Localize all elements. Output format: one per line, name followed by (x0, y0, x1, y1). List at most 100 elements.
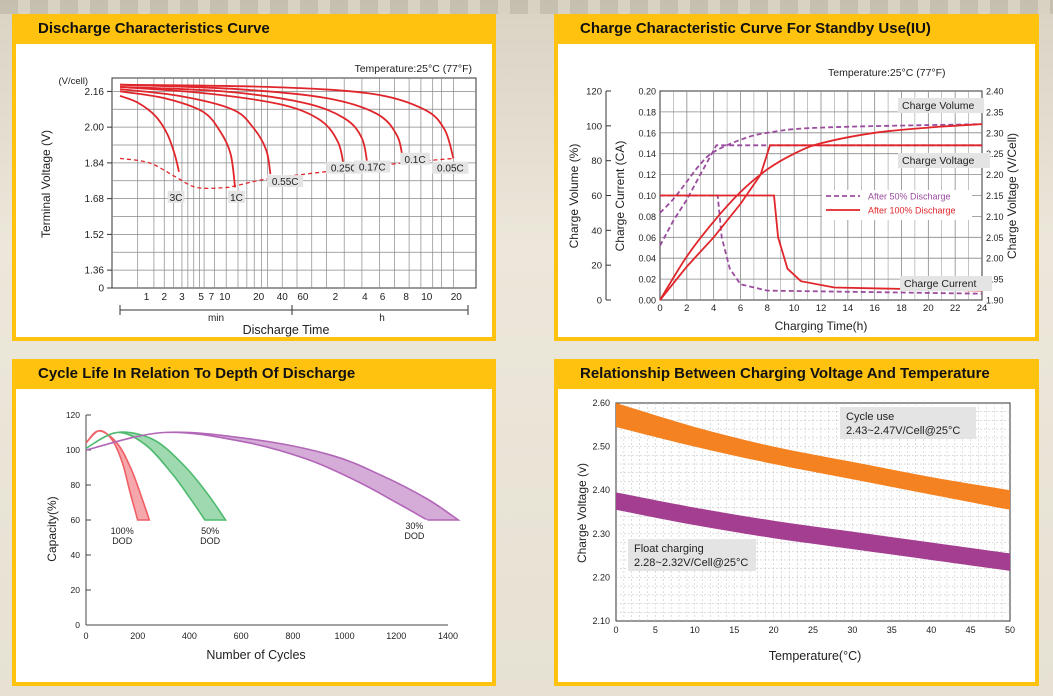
x-tick-label: 20 (923, 303, 934, 314)
current-tick-label: 0.12 (638, 170, 656, 180)
volume-tick-label: 0 (597, 296, 602, 307)
x-tick-label: 200 (130, 631, 145, 641)
current-tick-label: 0.08 (638, 212, 656, 222)
y-tick-label: 60 (71, 515, 81, 525)
panel-title: Cycle Life In Relation To Depth Of Disch… (38, 365, 356, 382)
annotation-label: Charge Current (904, 278, 976, 290)
panel-charge-standby: Charge Characteristic Curve For Standby … (554, 14, 1039, 341)
dod-label-box (109, 525, 136, 547)
x-tick-label: 40 (277, 292, 289, 303)
dod-label: DOD (112, 536, 133, 546)
panel-discharge: Discharge Characteristics Curve 0 1.36 1.5… (12, 14, 496, 341)
series-label-box (167, 190, 185, 203)
x-tick-label: 8 (765, 303, 770, 314)
annotation-label: Charge Voltage (902, 155, 975, 167)
current-tick-label: 0.06 (638, 233, 656, 243)
x-tick-label: 2 (684, 303, 689, 314)
y-tick-label: 1.52 (85, 230, 105, 241)
x-tick-label: 6 (380, 292, 386, 303)
legend-label: After 100% Discharge (868, 206, 956, 216)
x-axis-label: Discharge Time (243, 323, 330, 337)
y-tick-label: 2.50 (592, 442, 610, 452)
y-tick-label: 2.00 (85, 123, 105, 134)
current-tick-label: 0.20 (638, 87, 656, 97)
volume-tick-label: 40 (591, 226, 602, 237)
x-tick-label: 1200 (386, 631, 406, 641)
panel-cycle-life: Cycle Life In Relation To Depth Of Disch… (12, 359, 496, 686)
y-tick-label: 2.20 (592, 572, 610, 582)
series-line-voltage-100 (659, 144, 982, 301)
x-tick-label: 6 (738, 303, 743, 314)
x-axis-label: Temperature(°C) (769, 649, 862, 663)
voltage-axis-label: Charge Voltage (V/Cell) (1005, 133, 1019, 259)
voltage-band-0 (616, 403, 1010, 510)
x-tick-label: 30 (847, 625, 857, 635)
y-tick-label: 120 (66, 410, 80, 420)
x-tick-label: 400 (182, 631, 197, 641)
x-tick-label: 8 (403, 292, 409, 303)
current-tick-label: 0.14 (638, 149, 656, 159)
voltage-tick-label: 2.40 (986, 87, 1004, 97)
volume-tick-label: 100 (586, 121, 602, 132)
panel-voltage-temperature: Relationship Between Charging Voltage An… (554, 359, 1039, 686)
current-tick-label: 0.10 (638, 191, 656, 201)
x-tick-label: 5 (653, 625, 658, 635)
x-tick-label: 12 (816, 303, 827, 314)
y-tick-label: 20 (71, 585, 81, 595)
series-label-0.17C: 0.17C (359, 163, 386, 174)
series-line-3C (119, 95, 180, 173)
volume-tick-label: 60 (591, 191, 602, 202)
x-tick-label: 5 (198, 292, 204, 303)
volume-tick-label: 20 (591, 261, 602, 272)
band-label-range: 2.28~2.32V/Cell@25°C (634, 557, 748, 569)
legend-box (822, 190, 972, 220)
y-tick-label: 2.40 (592, 485, 610, 495)
dod-label: DOD (200, 536, 221, 546)
y-tick-label: 1.84 (85, 158, 105, 169)
panel-title: Relationship Between Charging Voltage An… (580, 365, 990, 382)
y-tick-label: 1.68 (85, 194, 105, 205)
series-label-3C: 3C (170, 193, 183, 204)
x-group-label-min: min (208, 313, 224, 324)
y-tick-label: 2.16 (85, 87, 105, 98)
x-tick-label: 10 (421, 292, 433, 303)
dod-label: 100% (111, 526, 134, 536)
voltage-tick-label: 2.30 (986, 128, 1004, 138)
legend-label: After 50% Discharge (868, 192, 951, 202)
y-tick-label: 80 (71, 480, 81, 490)
current-tick-label: 0.04 (638, 254, 656, 264)
y-axis-label: Terminal Voltage (V) (39, 130, 53, 238)
x-tick-label: 20 (769, 625, 779, 635)
series-label-box (267, 175, 304, 188)
dod-band-2 (85, 431, 461, 521)
series-label-0.1C: 0.1C (404, 155, 425, 166)
voltage-tick-label: 2.25 (986, 149, 1004, 159)
series-line-0.05C (119, 83, 455, 159)
x-tick-label: 60 (297, 292, 309, 303)
x-tick-label: 10 (219, 292, 231, 303)
current-axis-label: Charge Current (CA) (613, 141, 627, 252)
dod-band-1 (85, 431, 228, 521)
voltage-tick-label: 2.00 (986, 254, 1004, 264)
series-line-1C (119, 90, 236, 188)
series-line-0.25C (119, 86, 346, 170)
voltage-tick-label: 2.20 (986, 170, 1004, 180)
y-unit-label: (V/cell) (58, 76, 88, 87)
series-label-box (400, 152, 430, 165)
y-tick-label: 100 (66, 445, 80, 455)
panel-title: Discharge Characteristics Curve (38, 20, 270, 37)
x-tick-label: 40 (926, 625, 936, 635)
x-tick-label: 20 (253, 292, 265, 303)
x-tick-label: 7 (209, 292, 215, 303)
x-tick-label: 1 (144, 292, 150, 303)
x-tick-label: 25 (808, 625, 818, 635)
x-tick-label: 800 (285, 631, 300, 641)
x-tick-label: 3 (179, 292, 185, 303)
x-axis-label: Number of Cycles (206, 648, 305, 662)
x-tick-label: 1400 (438, 631, 458, 641)
x-group-label-h: h (379, 313, 385, 324)
x-tick-label: 15 (729, 625, 739, 635)
series-line-0.55C (119, 88, 272, 175)
x-tick-label: 2 (161, 292, 167, 303)
